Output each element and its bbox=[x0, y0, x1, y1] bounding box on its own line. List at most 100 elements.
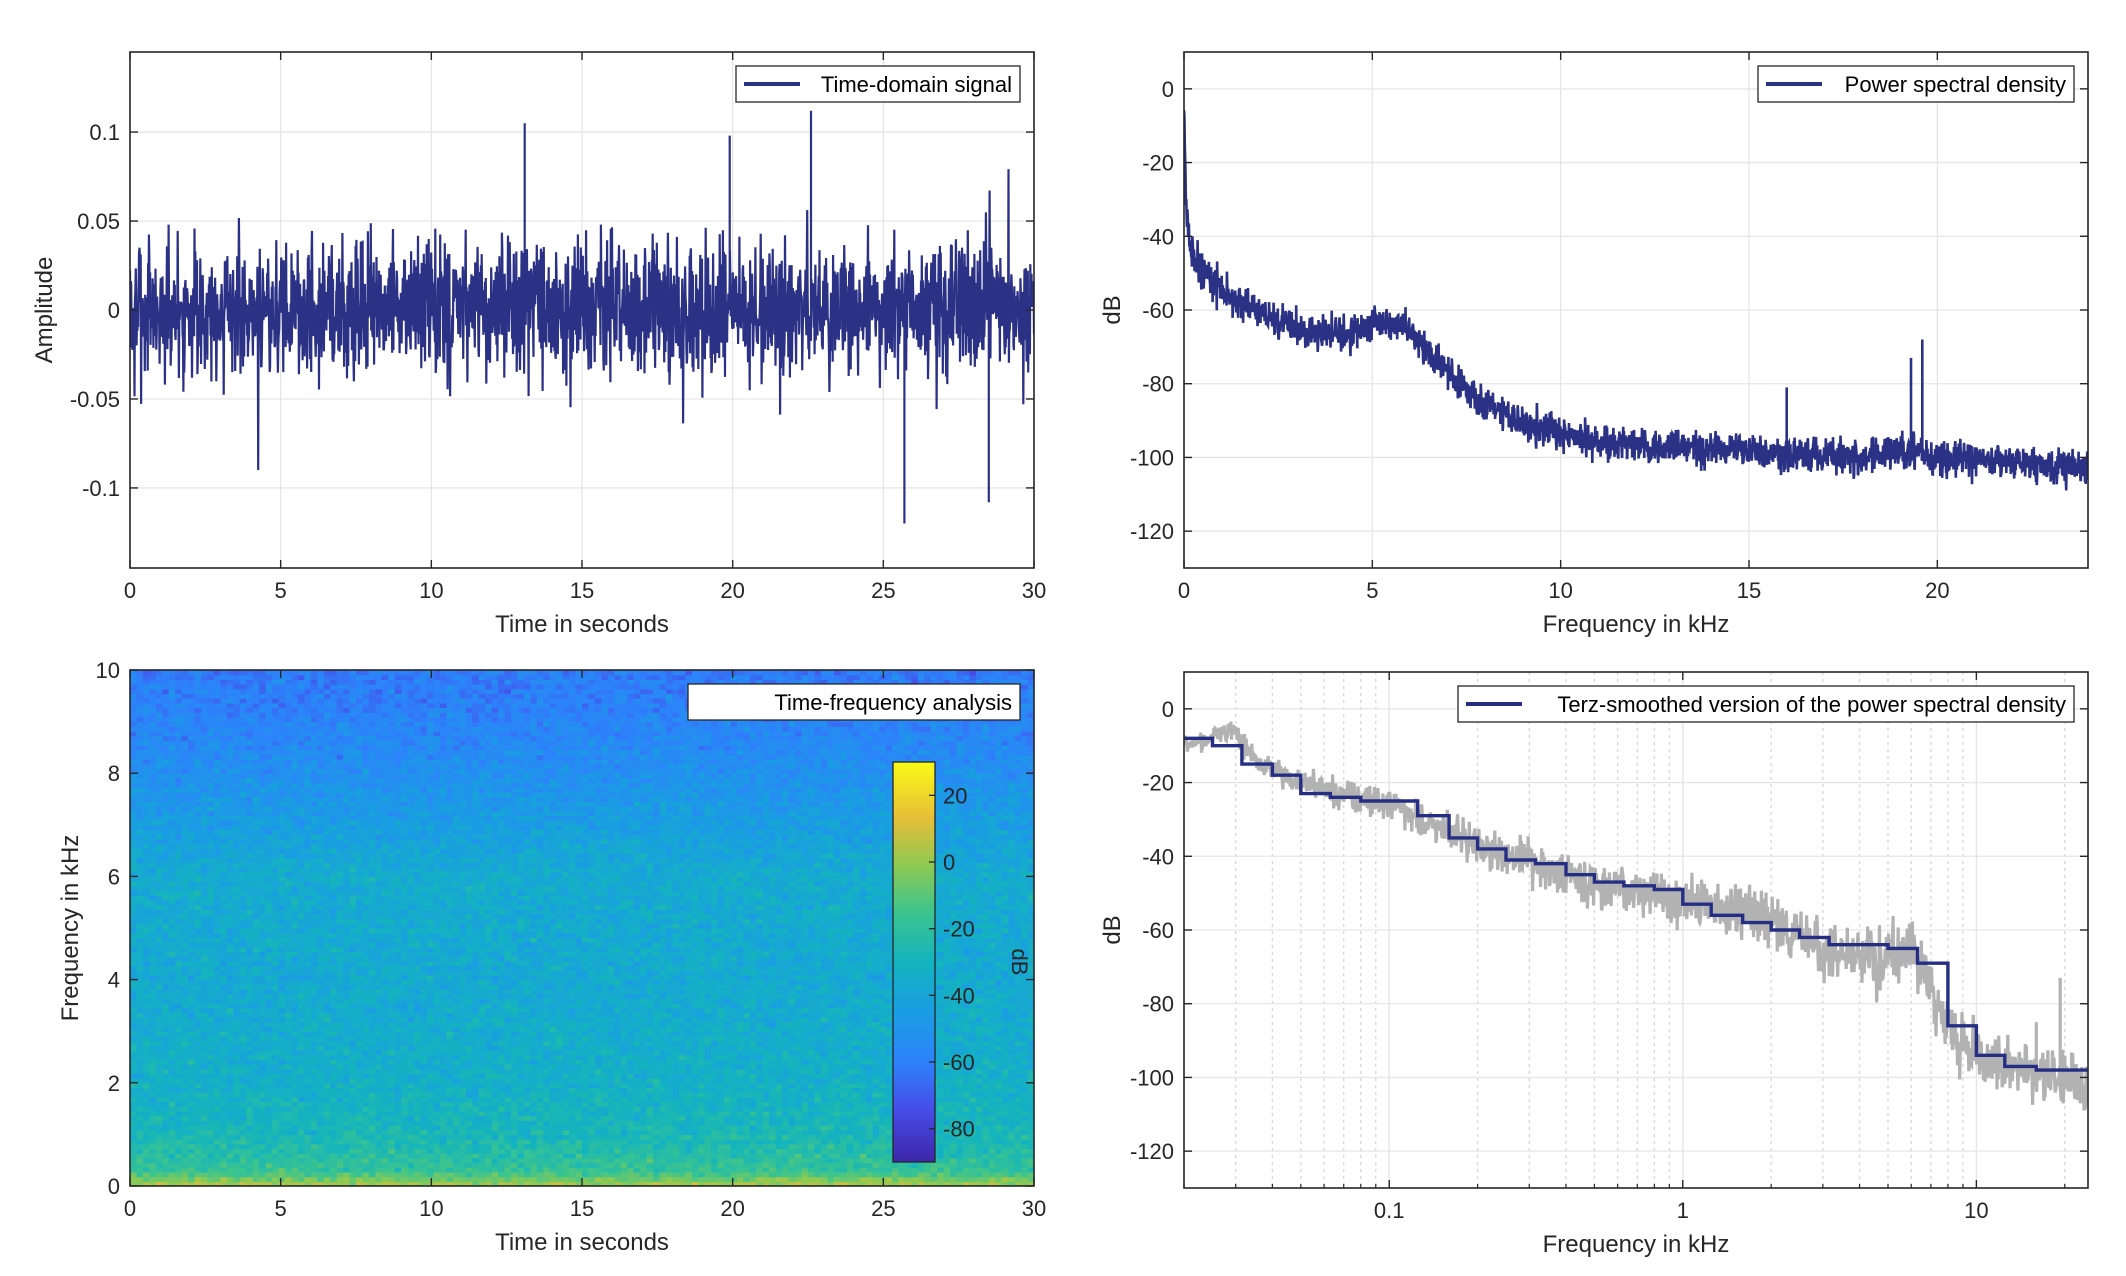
spectrogram-cell bbox=[685, 1031, 693, 1037]
spectrogram-cell bbox=[472, 1181, 480, 1186]
spectrogram-cell bbox=[575, 1139, 583, 1145]
spectrogram-cell bbox=[988, 1031, 996, 1037]
spectrogram-cell bbox=[685, 1171, 693, 1178]
spectrogram-cell bbox=[510, 1176, 519, 1182]
spectrogram-cell bbox=[685, 1049, 693, 1056]
spectrogram-cell bbox=[375, 1110, 383, 1117]
spectrogram-cell bbox=[420, 1082, 428, 1089]
spectrogram-cell bbox=[362, 1035, 370, 1042]
spectrogram-cell bbox=[478, 1101, 486, 1107]
spectrogram-cell bbox=[736, 1054, 745, 1060]
spectrogram-cell bbox=[272, 1176, 280, 1182]
spectrogram-cell bbox=[975, 1096, 983, 1103]
spectrogram-cell bbox=[220, 1115, 228, 1121]
spectrogram-cell bbox=[362, 1171, 370, 1178]
spectrogram-cell bbox=[317, 1134, 325, 1140]
spectrogram-cell bbox=[188, 1139, 196, 1145]
spectrogram-cell bbox=[678, 1031, 686, 1037]
spectrogram-cell bbox=[349, 1115, 357, 1121]
spectrogram-cell bbox=[782, 1049, 790, 1056]
spectrogram-cell bbox=[833, 1059, 841, 1065]
spectrogram-cell bbox=[498, 1110, 506, 1117]
spectrogram-cell bbox=[756, 1078, 764, 1084]
spectrogram-cell bbox=[381, 1054, 389, 1060]
spectrogram-cell bbox=[698, 1176, 706, 1182]
spectrogram-cell bbox=[388, 1045, 396, 1051]
spectrogram-cell bbox=[594, 1115, 602, 1121]
spectrogram-cell bbox=[549, 1082, 557, 1089]
spectrogram-cell bbox=[833, 1148, 841, 1154]
spectrogram-cell bbox=[536, 1157, 544, 1164]
spectrogram-cell bbox=[549, 1148, 557, 1154]
spectrogram-cell bbox=[491, 1054, 499, 1060]
spectrogram-cell bbox=[769, 1153, 777, 1159]
spectrogram-cell bbox=[414, 1021, 422, 1028]
spectrogram-cell bbox=[136, 1125, 144, 1131]
spectrogram-cell bbox=[601, 1115, 609, 1121]
spectrogram-cell bbox=[265, 1148, 273, 1154]
spectrogram-cell bbox=[297, 1110, 305, 1117]
spectrogram-cell bbox=[756, 1153, 764, 1159]
spectrogram-cell bbox=[691, 1115, 699, 1121]
spectrogram-cell bbox=[543, 1087, 551, 1093]
spectrogram-cell bbox=[724, 1148, 732, 1154]
spectrogram-cell bbox=[427, 1153, 435, 1159]
spectrogram-cell bbox=[659, 1153, 667, 1159]
spectrogram-cell bbox=[736, 1040, 745, 1046]
spectrogram-cell bbox=[820, 1064, 828, 1070]
spectrogram-cell bbox=[252, 1139, 260, 1145]
spectrogram-cell bbox=[833, 1092, 841, 1098]
spectrogram-cell bbox=[142, 1176, 150, 1182]
spectrogram-cell bbox=[510, 1171, 519, 1178]
spectrogram-cell bbox=[1001, 1026, 1009, 1032]
spectrogram-cell bbox=[788, 1101, 796, 1107]
spectrogram-cell bbox=[1001, 1148, 1009, 1154]
spectrogram-cell bbox=[1001, 1176, 1009, 1182]
spectrogram-cell bbox=[1027, 1064, 1034, 1070]
spectrogram-cell bbox=[498, 1045, 506, 1051]
spectrogram-cell bbox=[356, 1129, 364, 1135]
spectrogram-cell bbox=[975, 1139, 983, 1145]
spectrogram-cell bbox=[607, 1125, 615, 1131]
spectrogram-cell bbox=[736, 1078, 745, 1084]
spectrogram-cell bbox=[201, 1139, 209, 1145]
spectrogram-cell bbox=[439, 1125, 447, 1131]
spectrogram-cell bbox=[304, 1115, 312, 1121]
spectrogram-cell bbox=[394, 1096, 402, 1103]
spectrogram-cell bbox=[420, 1171, 428, 1178]
spectrogram-cell bbox=[872, 1148, 880, 1154]
spectrogram-cell bbox=[633, 1096, 641, 1103]
spectrogram-cell bbox=[149, 1087, 157, 1093]
spectrogram-cell bbox=[330, 1110, 338, 1117]
spectrogram-cell bbox=[730, 1153, 738, 1159]
spectrogram-cell bbox=[788, 1176, 796, 1182]
spectrogram-cell bbox=[569, 1162, 577, 1168]
spectrogram-cell bbox=[233, 1171, 241, 1178]
spectrogram-cell bbox=[956, 1153, 964, 1159]
spectrogram-cell bbox=[188, 1176, 196, 1182]
spectrogram-cell bbox=[343, 1134, 351, 1140]
spectrogram-cell bbox=[833, 1139, 841, 1145]
spectrogram-cell bbox=[717, 1068, 725, 1075]
spectrogram-cell bbox=[646, 1026, 654, 1032]
spectrogram-cell bbox=[620, 1115, 628, 1121]
spectrogram-cell bbox=[872, 1181, 880, 1186]
spectrogram-cell bbox=[859, 1110, 867, 1117]
spectrogram-cell bbox=[1001, 1092, 1009, 1098]
spectrogram-cell bbox=[130, 1035, 138, 1042]
spectrogram-cell bbox=[995, 1031, 1003, 1037]
spectrogram-cell bbox=[284, 1134, 293, 1140]
spectrogram-cell bbox=[840, 1110, 848, 1117]
spectrogram-cell bbox=[239, 1049, 247, 1056]
spectrogram-cell bbox=[872, 1157, 880, 1164]
spectrogram-cell bbox=[969, 1045, 977, 1051]
spectrogram-cell bbox=[659, 1139, 667, 1145]
spectrogram-cell bbox=[820, 1073, 828, 1079]
spectrogram-cell bbox=[633, 1162, 641, 1168]
spectrogram-cell bbox=[407, 1054, 415, 1060]
spectrogram-cell bbox=[291, 1096, 299, 1103]
spectrogram-cell bbox=[607, 1167, 615, 1173]
spectrogram-cell bbox=[407, 1157, 415, 1164]
spectrogram-cell bbox=[711, 1087, 719, 1093]
spectrogram-cell bbox=[401, 1143, 409, 1150]
